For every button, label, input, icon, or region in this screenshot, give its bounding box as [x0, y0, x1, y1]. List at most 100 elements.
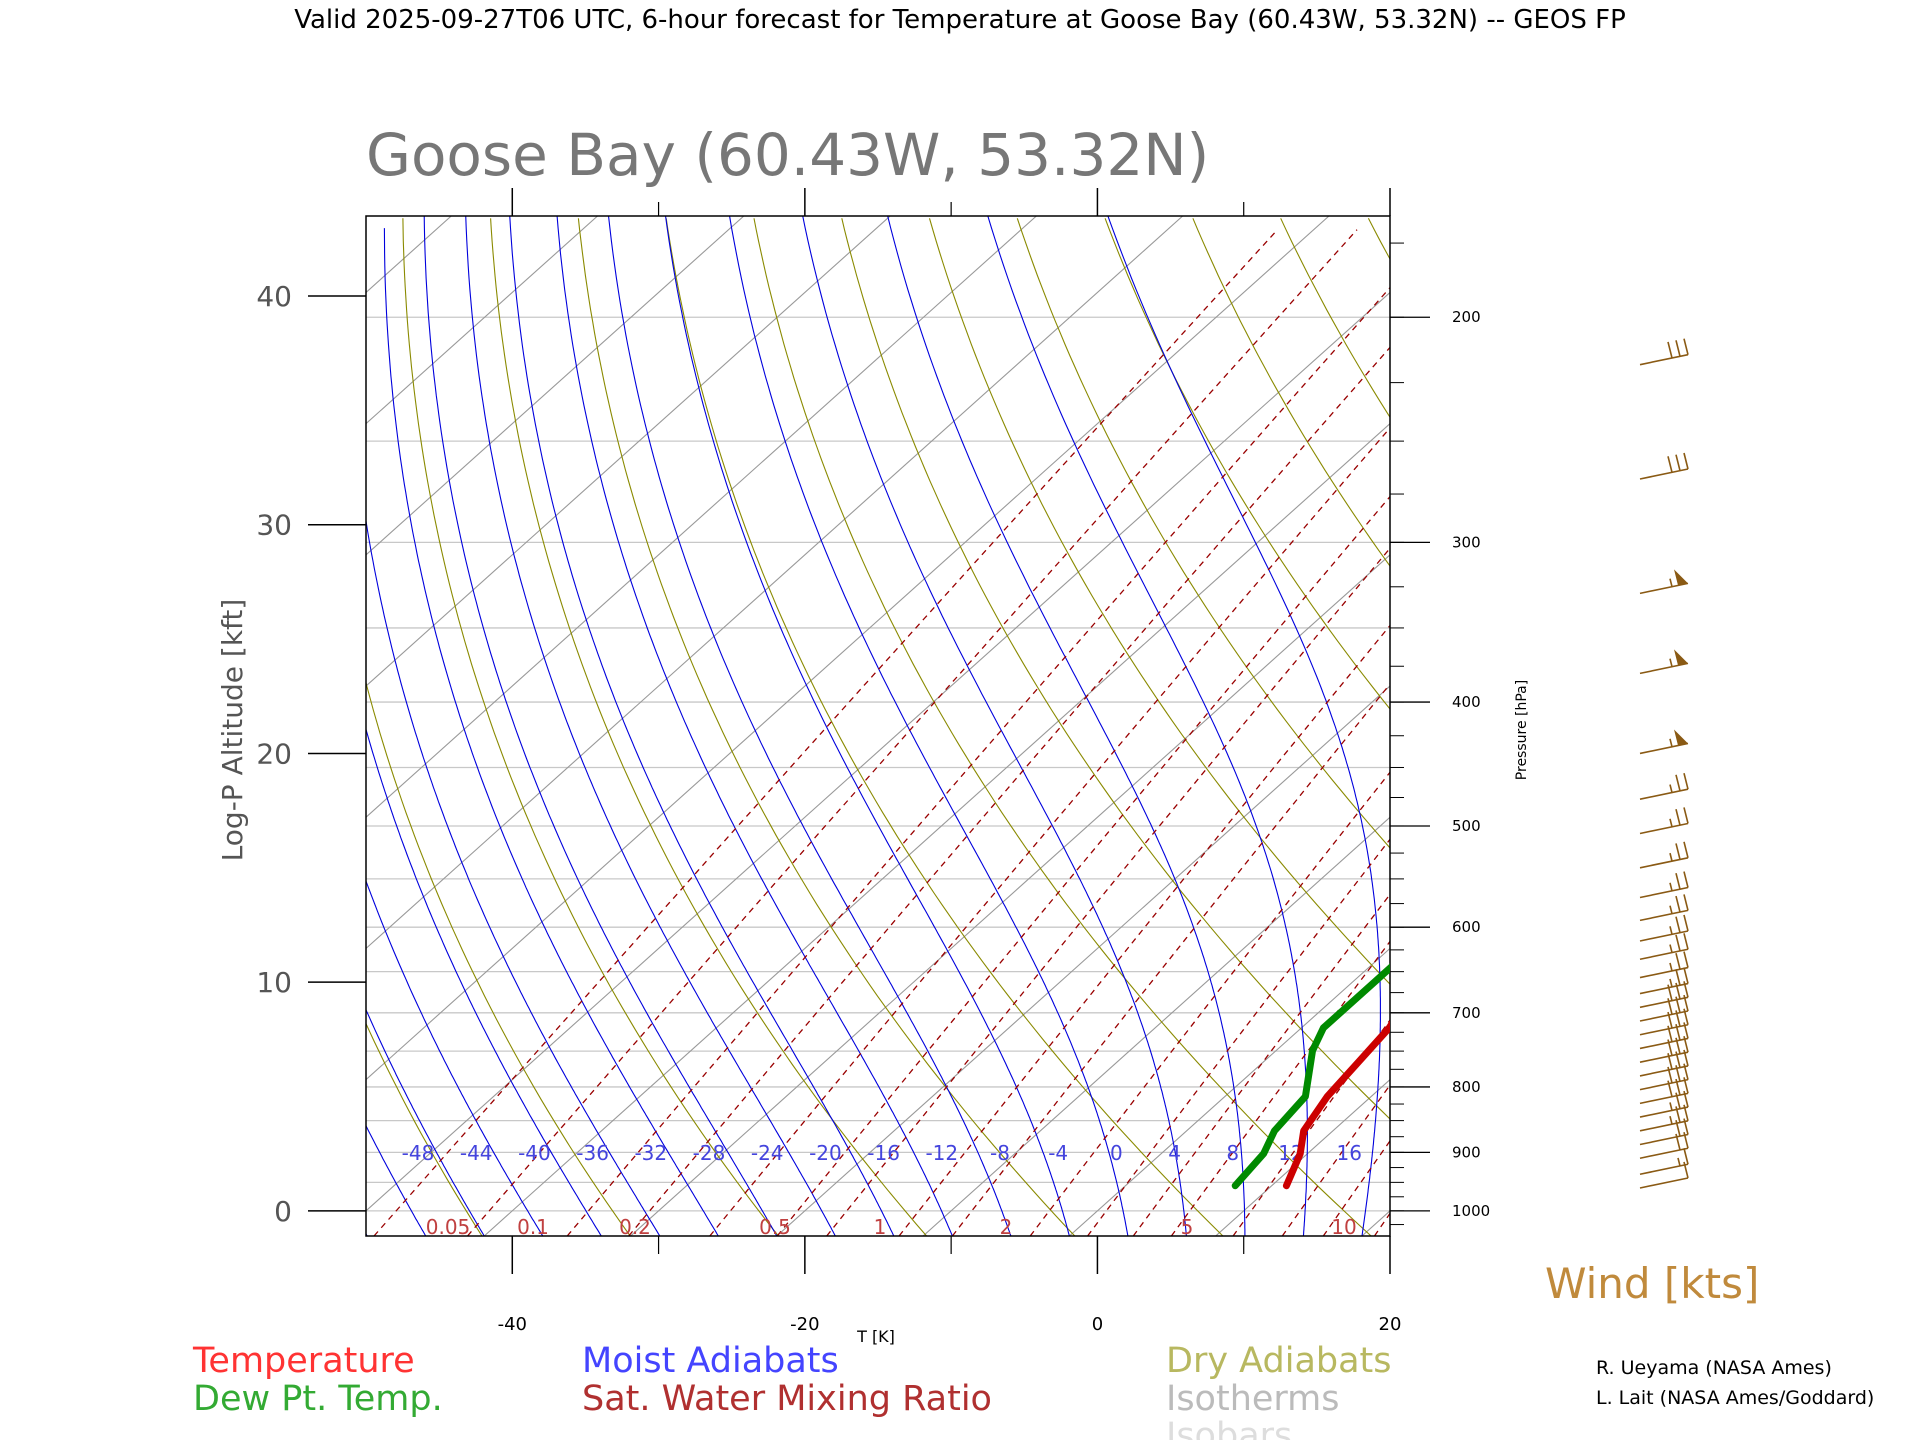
legend-moist-adiabats: Moist Adiabats — [582, 1341, 839, 1381]
dry-adiabat-line — [491, 218, 927, 1236]
isotherm-line — [484, 216, 1621, 1236]
dry-adiabat-line — [314, 218, 630, 1236]
isotherm-line — [0, 216, 12, 1236]
wind-barb — [1640, 842, 1688, 868]
pressure-tick-label: 700 — [1452, 1004, 1481, 1022]
legend-isotherms: Isotherms — [1166, 1379, 1340, 1419]
mixing-ratio-line — [777, 230, 1618, 1236]
mixing-ratio-label: 5 — [1181, 1215, 1194, 1239]
isotherm-line — [1216, 216, 1920, 1236]
mixing-ratio-line — [952, 230, 1763, 1236]
pressure-tick-label: 300 — [1452, 533, 1481, 551]
legend-mixing-ratio: Sat. Water Mixing Ratio — [582, 1379, 992, 1419]
mixing-ratio-label: 0.05 — [426, 1215, 471, 1239]
dry-adiabat-line — [1544, 218, 1920, 1236]
y-tick-label: 10 — [256, 966, 292, 999]
moist-adiabat-label: -32 — [634, 1141, 667, 1165]
isotherm-line — [1508, 216, 1920, 1236]
dry-adiabat-line — [1281, 218, 1920, 1236]
pressure-tick-label: 900 — [1452, 1143, 1481, 1161]
dry-adiabat-line — [1807, 218, 1920, 1236]
wind-barb — [1640, 569, 1688, 593]
isotherm-line — [923, 216, 1920, 1236]
pressure-tick-label: 500 — [1452, 817, 1481, 835]
legend-isobars: Isobars — [1166, 1416, 1292, 1440]
wind-barb — [1640, 339, 1688, 365]
moist-adiabat-line — [269, 335, 543, 1236]
moist-adiabat-line — [113, 476, 309, 1236]
moist-adiabat-label: 16 — [1336, 1141, 1361, 1165]
isotherm-line — [0, 216, 1036, 1236]
moist-adiabat-line — [230, 366, 484, 1236]
moist-adiabat-label: -44 — [460, 1141, 493, 1165]
mixing-ratio-line — [468, 230, 1358, 1236]
mixing-ratio-line — [1088, 230, 1875, 1236]
wind-barb — [1640, 952, 1688, 978]
wind-barb — [1640, 894, 1688, 920]
mixing-ratio-line — [1541, 230, 1920, 1236]
moist-adiabat-label: -40 — [518, 1141, 551, 1165]
temperature-line — [1286, 273, 1920, 1185]
pressure-axis-label: Pressure [hPa] — [1514, 680, 1530, 780]
wind-barb — [1640, 933, 1688, 959]
dewpoint-line — [1235, 216, 1920, 1186]
mixing-ratio-line — [1171, 230, 1920, 1236]
dry-adiabat-line — [1105, 218, 1920, 1236]
dry-adiabat-line — [222, 218, 482, 1236]
y-tick-label: 40 — [256, 280, 292, 313]
moist-adiabat-line — [664, 201, 1070, 1236]
legend-temperature: Temperature — [192, 1341, 415, 1381]
mixing-ratio-label: 1 — [874, 1215, 887, 1239]
dry-adiabat-line — [930, 218, 1668, 1236]
moist-adiabat-line — [153, 442, 368, 1236]
wind-barb — [1640, 807, 1688, 833]
dry-adiabat-line — [25, 218, 186, 1236]
wind-barb — [1640, 872, 1688, 898]
wind-barb — [1640, 649, 1688, 673]
isotherm-line — [1655, 216, 1920, 1236]
moist-adiabat-label: -28 — [693, 1141, 726, 1165]
x-axis-label: T [K] — [856, 1327, 895, 1346]
moist-adiabat-label: -48 — [402, 1141, 435, 1165]
wind-barb — [1640, 968, 1688, 994]
mixing-ratio-line — [1496, 230, 1920, 1236]
dry-adiabat-line — [1720, 218, 1920, 1236]
moist-adiabat-label: -8 — [990, 1141, 1010, 1165]
pressure-tick-label: 600 — [1452, 918, 1481, 936]
moist-adiabat-label: -4 — [1048, 1141, 1068, 1165]
mixing-ratio-label: 0.5 — [759, 1215, 791, 1239]
wind-barb — [1640, 453, 1688, 479]
x-tick-label: 0 — [1092, 1314, 1103, 1335]
pressure-tick-label: 800 — [1452, 1078, 1481, 1096]
credit-2: L. Lait (NASA Ames/Goddard) — [1596, 1387, 1874, 1409]
x-tick-label: -20 — [790, 1314, 819, 1335]
moist-adiabat-label: -24 — [751, 1141, 784, 1165]
mixing-ratio-label: 2 — [1000, 1215, 1013, 1239]
dry-adiabat-line — [1632, 218, 1920, 1236]
y-tick-label: 0 — [274, 1195, 292, 1228]
y-tick-label: 20 — [256, 737, 292, 770]
isotherm-line — [1362, 216, 1920, 1236]
wind-barb — [1640, 1148, 1688, 1174]
plot-frame — [366, 216, 1390, 1236]
legend-dewpoint: Dew Pt. Temp. — [193, 1379, 443, 1419]
mixing-ratio-line — [1030, 230, 1828, 1236]
mixing-ratio-line — [1323, 230, 1920, 1236]
moist-adiabat-label: 8 — [1226, 1141, 1239, 1165]
moist-adiabat-label: 4 — [1168, 1141, 1181, 1165]
pressure-tick-label: 200 — [1452, 308, 1481, 326]
x-tick-label: 20 — [1379, 1314, 1402, 1335]
dry-adiabat-line — [403, 218, 779, 1236]
y-axis-label: Log-P Altitude [kft] — [216, 599, 249, 862]
y-tick-label: 30 — [256, 509, 292, 542]
moist-adiabat-line — [884, 201, 1245, 1236]
moist-adiabat-label: -36 — [576, 1141, 609, 1165]
moist-adiabat-label: -20 — [809, 1141, 842, 1165]
credit-1: R. Ueyama (NASA Ames) — [1596, 1357, 1832, 1379]
mixing-ratio-label: 10 — [1331, 1215, 1356, 1239]
moist-adiabat-line — [509, 201, 894, 1236]
plot-title: Goose Bay (60.43W, 53.32N) — [366, 121, 1209, 189]
isotherm-line — [0, 216, 159, 1236]
moist-adiabat-line — [556, 201, 953, 1236]
